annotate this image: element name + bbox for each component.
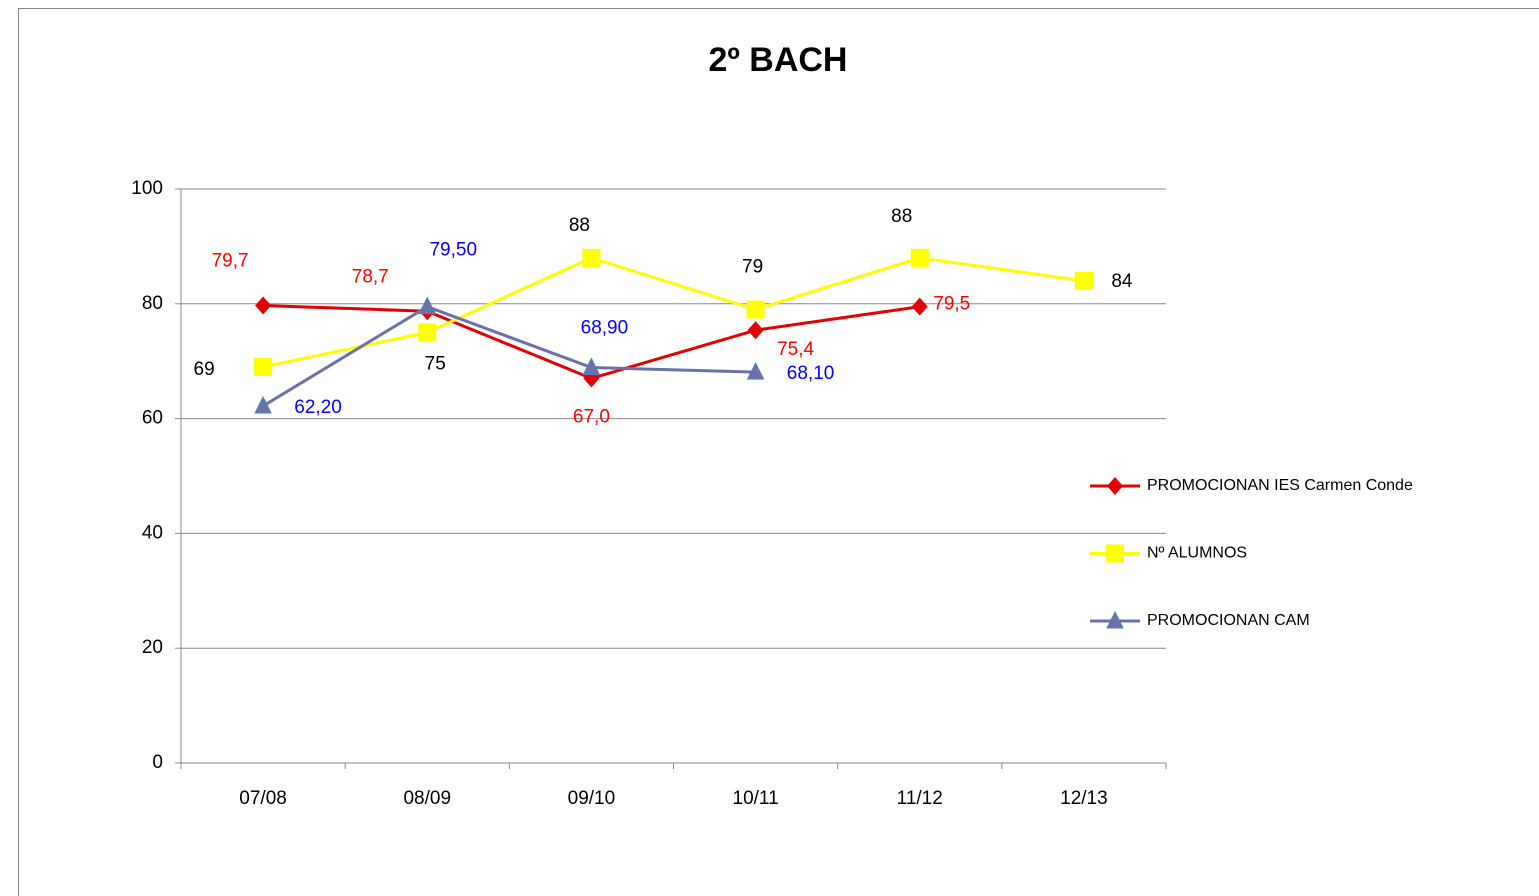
y-tick-label: 60 <box>142 408 163 429</box>
data-point <box>418 296 437 315</box>
data-label: 88 <box>891 206 912 227</box>
data-point <box>254 395 272 414</box>
data-point <box>910 248 929 267</box>
data-point <box>746 300 765 319</box>
data-point <box>418 323 437 342</box>
legend-label: PROMOCIONAN CAM <box>1147 612 1310 629</box>
data-point <box>582 248 601 267</box>
data-label: 84 <box>1111 271 1133 292</box>
data-label: 79,50 <box>429 240 477 261</box>
x-tick-label: 11/12 <box>897 788 943 809</box>
series-line <box>262 305 756 408</box>
data-label: 68,90 <box>581 318 629 339</box>
x-tick-label: 10/11 <box>733 788 779 809</box>
chart-frame <box>18 8 1539 896</box>
x-tick-label: 07/08 <box>239 788 287 809</box>
data-label: 75 <box>425 354 446 375</box>
data-label: 88 <box>569 215 590 236</box>
data-point <box>1074 271 1093 290</box>
y-tick-label: 20 <box>142 637 163 658</box>
data-label: 79 <box>742 257 763 278</box>
y-tick-label: 40 <box>142 522 163 543</box>
data-label: 62,20 <box>294 397 342 418</box>
data-label: 75,4 <box>777 339 814 360</box>
y-tick-label: 80 <box>142 293 163 314</box>
series-line <box>262 256 1085 369</box>
data-point <box>255 296 272 315</box>
y-tick-label: 0 <box>152 752 163 773</box>
data-label: 69 <box>194 359 215 380</box>
x-tick-label: 12/13 <box>1060 788 1108 809</box>
legend-label: Nº ALUMNOS <box>1147 545 1247 562</box>
x-tick-label: 08/09 <box>403 788 451 809</box>
chart-title: 2º BACH <box>709 41 848 79</box>
legend-marker <box>1106 544 1124 563</box>
legend-marker <box>1107 477 1123 495</box>
data-label: 67,0 <box>573 406 610 427</box>
x-tick-label: 09/10 <box>568 788 616 809</box>
data-point <box>582 357 601 376</box>
data-point <box>746 361 765 380</box>
legend-marker <box>1106 610 1124 629</box>
data-point <box>747 321 764 340</box>
data-label: 78,7 <box>352 266 389 287</box>
data-point <box>254 357 273 376</box>
y-tick-label: 100 <box>131 178 163 199</box>
data-label: 68,10 <box>787 363 835 384</box>
legend-label: PROMOCIONAN IES Carmen Conde <box>1147 477 1413 494</box>
data-label: 79,7 <box>212 251 249 272</box>
data-point <box>911 297 928 316</box>
data-label: 79,5 <box>933 294 970 315</box>
